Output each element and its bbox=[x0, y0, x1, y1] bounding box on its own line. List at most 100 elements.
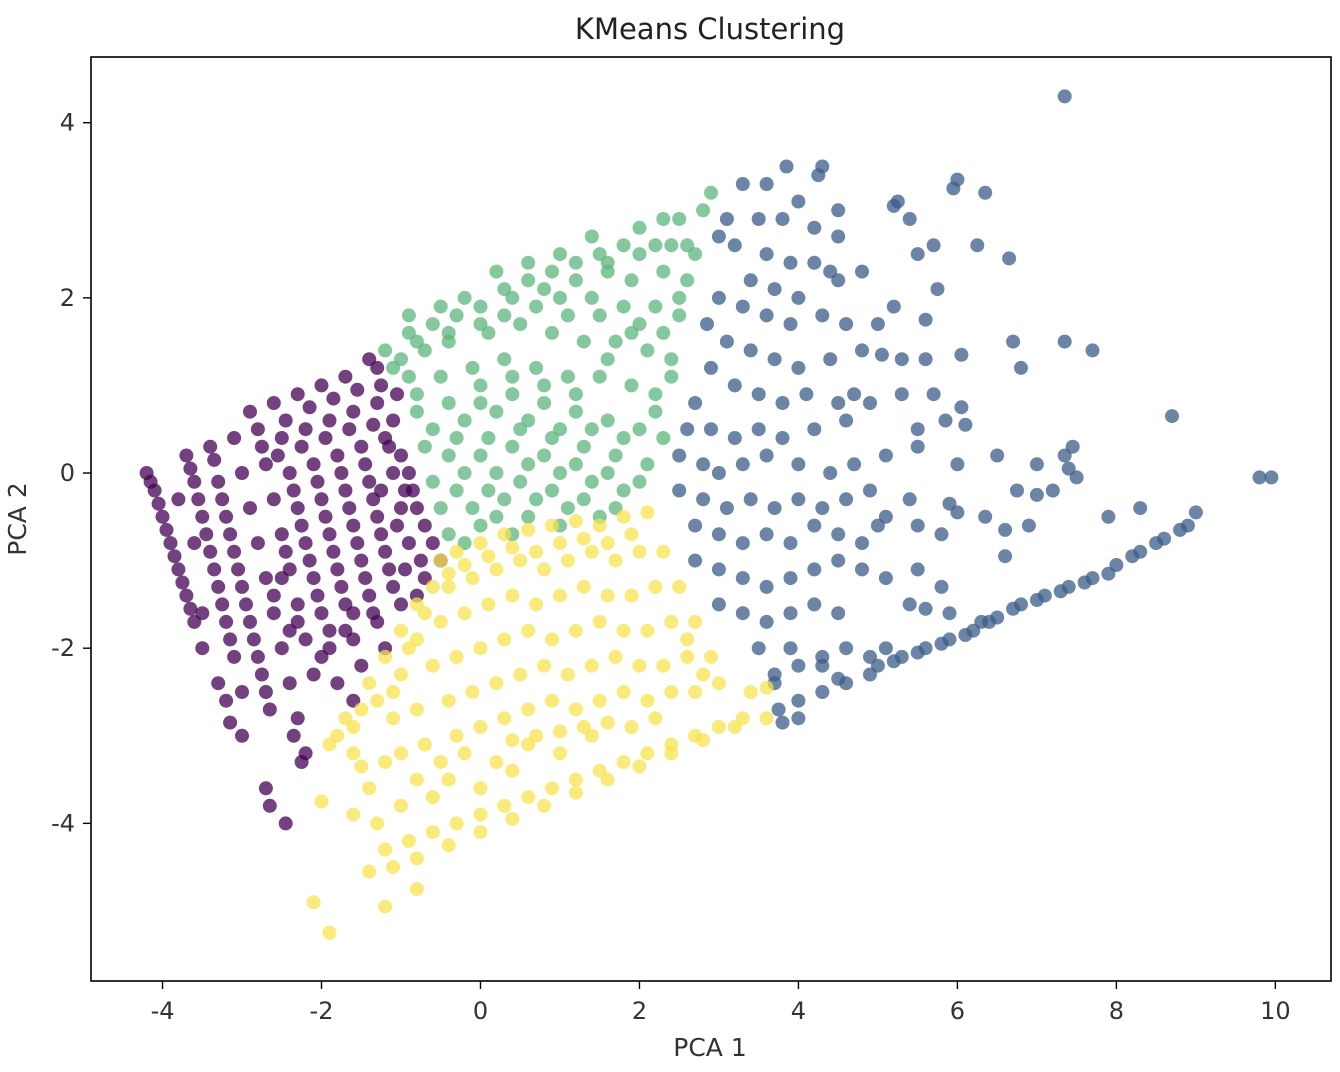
scatter-point bbox=[608, 334, 623, 349]
scatter-point bbox=[958, 417, 973, 432]
scatter-point bbox=[473, 807, 488, 822]
scatter-point bbox=[529, 360, 544, 375]
scatter-point bbox=[934, 527, 949, 542]
y-tick-label: 4 bbox=[60, 109, 75, 137]
scatter-point bbox=[656, 658, 671, 673]
scatter-point bbox=[791, 693, 806, 708]
scatter-point bbox=[409, 882, 424, 896]
scatter-point bbox=[608, 553, 623, 568]
scatter-point bbox=[874, 347, 889, 362]
scatter-point bbox=[719, 501, 734, 516]
scatter-point bbox=[306, 895, 321, 910]
scatter-point bbox=[266, 492, 281, 507]
scatter-point bbox=[378, 899, 393, 914]
scatter-point bbox=[553, 746, 567, 761]
scatter-point bbox=[783, 641, 798, 656]
scatter-point bbox=[600, 772, 615, 787]
scatter-point bbox=[600, 588, 615, 603]
scatter-point bbox=[505, 369, 520, 384]
scatter-point bbox=[719, 334, 734, 349]
scatter-point bbox=[449, 728, 464, 743]
scatter-point bbox=[743, 685, 758, 699]
scatter-point bbox=[282, 466, 297, 480]
scatter-point bbox=[664, 685, 679, 699]
scatter-point bbox=[998, 522, 1013, 537]
scatter-point bbox=[322, 527, 337, 542]
x-axis-label: PCA 1 bbox=[673, 1033, 747, 1062]
scatter-point bbox=[608, 448, 623, 463]
scatter-point bbox=[783, 571, 798, 586]
scatter-point bbox=[711, 229, 726, 244]
scatter-point bbox=[791, 194, 806, 209]
scatter-point bbox=[807, 220, 822, 235]
scatter-point bbox=[600, 255, 615, 270]
scatter-point bbox=[632, 544, 647, 559]
scatter-point bbox=[568, 772, 583, 787]
scatter-point bbox=[632, 658, 647, 673]
scatter-point bbox=[227, 431, 242, 445]
scatter-point bbox=[735, 606, 750, 621]
scatter-point bbox=[545, 264, 559, 279]
scatter-point bbox=[179, 448, 194, 463]
scatter-point bbox=[640, 457, 655, 472]
scatter-point bbox=[775, 431, 790, 445]
scatter-point bbox=[318, 509, 333, 524]
scatter-point bbox=[775, 715, 790, 730]
scatter-point bbox=[839, 413, 854, 428]
y-tick-label: -4 bbox=[51, 809, 75, 837]
scatter-point bbox=[302, 553, 317, 568]
y-axis-ticks: -4 -2 0 2 4 bbox=[51, 109, 91, 837]
scatter-point bbox=[258, 571, 273, 586]
scatter-point bbox=[199, 527, 214, 542]
scatter-point bbox=[735, 536, 750, 551]
scatter-point bbox=[417, 606, 432, 621]
scatter-point bbox=[831, 553, 846, 568]
scatter-point bbox=[616, 623, 631, 638]
scatter-point bbox=[394, 448, 408, 463]
scatter-point bbox=[696, 203, 711, 218]
scatter-point bbox=[839, 641, 854, 656]
y-axis-label: PCA 2 bbox=[3, 482, 32, 556]
scatter-point bbox=[1057, 89, 1072, 104]
scatter-point bbox=[417, 737, 432, 752]
scatter-point bbox=[521, 255, 536, 270]
scatter-point bbox=[632, 759, 647, 774]
scatter-point bbox=[322, 925, 337, 940]
scatter-point bbox=[783, 606, 798, 621]
scatter-point bbox=[409, 851, 424, 866]
scatter-point bbox=[576, 579, 591, 594]
scatter-point bbox=[449, 483, 464, 498]
scatter-point bbox=[409, 772, 424, 787]
scatter-point bbox=[346, 606, 361, 621]
scatter-point bbox=[704, 185, 718, 200]
scatter-point bbox=[1125, 549, 1140, 564]
scatter-point bbox=[624, 720, 639, 734]
scatter-point bbox=[1029, 593, 1044, 607]
scatter-point bbox=[902, 492, 917, 507]
scatter-point bbox=[743, 492, 758, 507]
scatter-point bbox=[183, 461, 198, 476]
scatter-point bbox=[175, 575, 190, 590]
scatter-point bbox=[513, 317, 528, 332]
scatter-point bbox=[370, 509, 385, 524]
scatter-point bbox=[394, 798, 408, 813]
scatter-point bbox=[521, 457, 536, 472]
scatter-point bbox=[1085, 343, 1100, 358]
scatter-point bbox=[847, 457, 862, 472]
scatter-point bbox=[441, 579, 456, 594]
scatter-point bbox=[227, 544, 242, 559]
scatter-point bbox=[934, 636, 949, 651]
scatter-point bbox=[1014, 360, 1028, 375]
scatter-point bbox=[640, 746, 655, 761]
scatter-point bbox=[195, 509, 210, 524]
scatter-point bbox=[982, 614, 997, 629]
scatter-point bbox=[473, 781, 488, 796]
scatter-point bbox=[254, 439, 269, 454]
scatter-point bbox=[362, 588, 377, 603]
scatter-point bbox=[481, 483, 496, 498]
scatter-point bbox=[425, 825, 440, 840]
scatter-point bbox=[171, 492, 186, 507]
scatter-point bbox=[553, 247, 567, 262]
scatter-point bbox=[664, 746, 679, 761]
scatter-point bbox=[910, 518, 925, 533]
